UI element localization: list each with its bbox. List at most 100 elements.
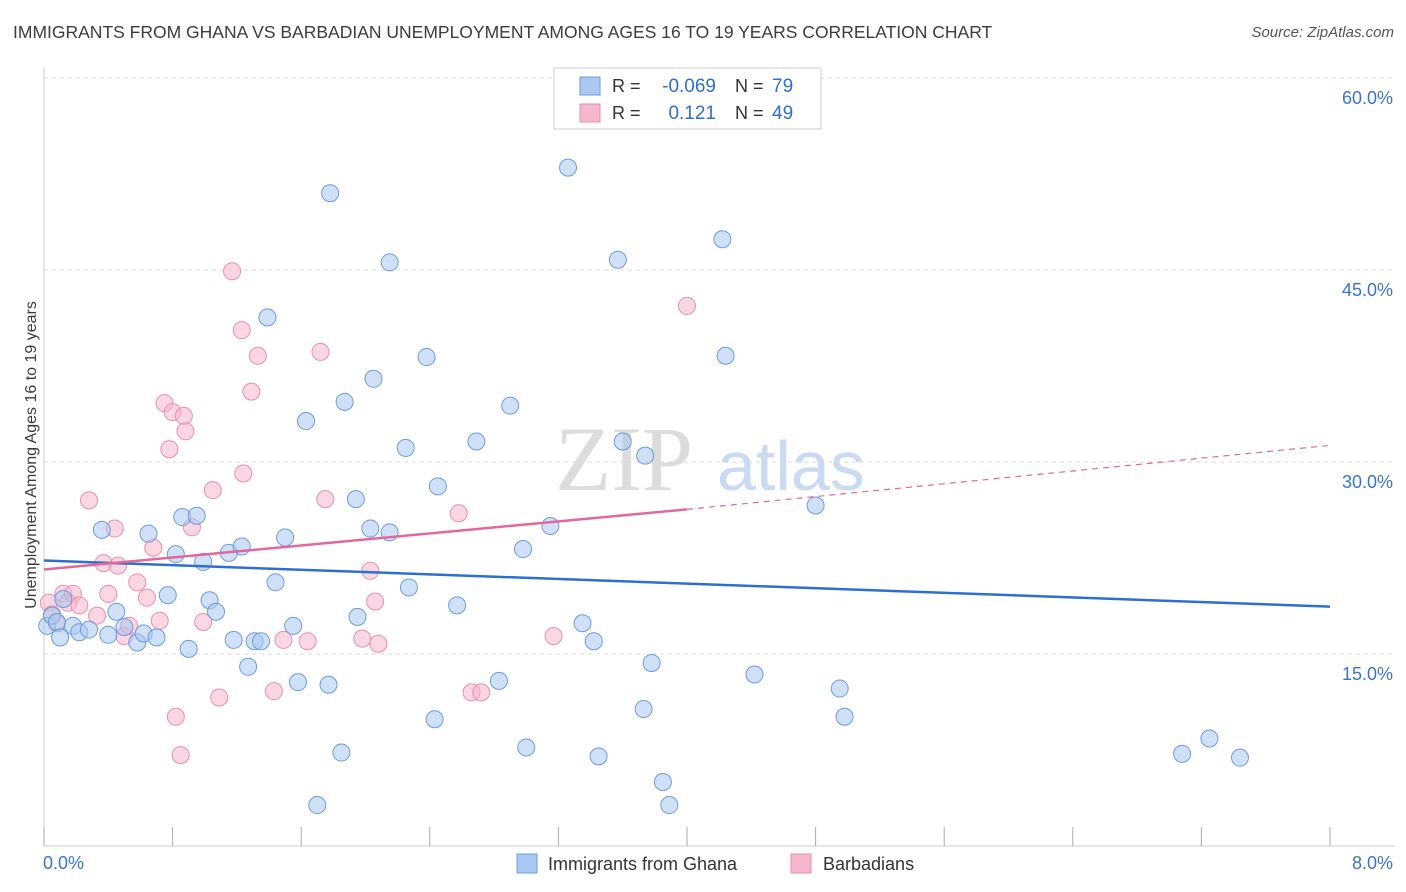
barbadian-point <box>369 634 388 653</box>
watermark: ZIP atlas <box>555 408 865 510</box>
ghana-point <box>830 679 849 698</box>
ghana-point <box>428 477 447 496</box>
ghana-point <box>224 630 243 649</box>
barbadian-point <box>316 490 335 509</box>
ghana-point <box>147 628 166 647</box>
barbadian-point <box>264 682 283 701</box>
ghana-point <box>54 589 73 608</box>
barbadian-point <box>472 683 491 702</box>
ghana-point <box>51 628 70 647</box>
ghana-point <box>348 607 367 626</box>
ghana-point <box>660 796 679 815</box>
ghana-point <box>107 602 126 621</box>
barbadian-point <box>449 504 468 523</box>
ghana-point <box>332 743 351 762</box>
ghana-point <box>589 747 608 766</box>
ghana-point <box>541 517 560 535</box>
ghana-point <box>166 545 185 564</box>
ghana-point <box>467 432 486 451</box>
ghana-point <box>514 540 533 559</box>
chart-title: IMMIGRANTS FROM GHANA VS BARBADIAN UNEMP… <box>13 22 993 42</box>
legend-swatch-barb <box>579 103 601 123</box>
legend-n-value-barb: 49 <box>772 103 793 124</box>
ghana-point <box>642 653 661 672</box>
bottom-legend-label-barb: Barbadians <box>823 854 914 874</box>
ghana-point <box>115 618 134 637</box>
barbadian-point <box>128 573 147 592</box>
ghana-point <box>47 613 66 631</box>
ghana-point <box>207 602 226 621</box>
x-tick-label: 0.0% <box>43 853 84 873</box>
y-tick-label: 45.0% <box>1342 280 1393 300</box>
y-tick-label: 15.0% <box>1342 664 1393 684</box>
watermark-zip: ZIP <box>555 408 693 510</box>
ghana-point <box>239 657 258 676</box>
barbadian-point <box>311 342 330 361</box>
ghana-point <box>252 632 271 651</box>
ghana-point <box>364 369 383 388</box>
legend-n-value-ghana: 79 <box>772 76 793 97</box>
ghana-point <box>158 586 177 605</box>
ghana-point <box>319 675 338 694</box>
legend-r-value-ghana: -0.069 <box>662 76 716 97</box>
series-legend: Immigrants from Ghana Barbadians <box>516 853 914 874</box>
barbadian-point <box>242 382 261 401</box>
ghana-point <box>187 506 206 525</box>
ghana-point <box>559 158 578 177</box>
ghana-point <box>361 519 380 538</box>
barbadian-point <box>678 296 696 315</box>
barbadian-point <box>223 262 242 281</box>
source-label: Source: ZipAtlas.com <box>1251 24 1394 41</box>
ghana-point <box>139 524 158 543</box>
ghana-point <box>1230 748 1249 767</box>
barbadian-point <box>171 746 190 765</box>
ghana-point <box>92 520 111 539</box>
barbadian-point <box>80 491 99 510</box>
x-tick-label: 8.0% <box>1352 853 1393 873</box>
legend-n-label-ghana: N = <box>735 76 764 96</box>
ghana-point <box>448 596 467 615</box>
ghana-point <box>634 700 653 719</box>
barbadian-point <box>174 406 193 425</box>
ghana-point <box>806 496 825 515</box>
ghana-point <box>288 673 307 692</box>
ghana-trendline <box>43 559 1331 608</box>
ghana-point <box>179 639 198 658</box>
ghana-point <box>297 412 316 431</box>
ghana-point <box>284 616 303 635</box>
ghana-point <box>276 528 295 547</box>
y-tick-label: 30.0% <box>1342 472 1393 492</box>
ghana-point <box>99 625 118 644</box>
ghana-point <box>745 665 764 684</box>
barbadian-point <box>274 630 293 649</box>
ghana-point <box>346 490 365 509</box>
trendlines <box>43 444 1331 608</box>
ghana-point <box>584 632 603 651</box>
barbadian-point <box>366 592 385 611</box>
ghana-point <box>425 710 444 729</box>
ghana-point <box>335 392 354 411</box>
bottom-legend-swatch-ghana <box>516 853 538 874</box>
barbadian-point <box>353 629 372 648</box>
ghana-point <box>80 620 99 639</box>
y-tick-label: 60.0% <box>1342 88 1393 108</box>
barbadian-point <box>70 596 89 615</box>
ghana-point <box>417 348 436 367</box>
barbadian-point <box>248 346 267 365</box>
watermark-atlas: atlas <box>717 427 865 505</box>
ghana-point <box>308 796 327 815</box>
barbadian-point <box>88 606 107 625</box>
axis-layer: 15.0% 30.0% 45.0% 60.0% 0.0% 8.0% <box>43 68 1395 873</box>
bottom-legend-swatch-barb <box>790 853 812 874</box>
ghana-point <box>501 396 520 415</box>
ghana-point <box>489 671 508 690</box>
barbadian-point <box>160 440 179 459</box>
barbadian-trendline-extension <box>686 444 1331 510</box>
ghana-point <box>266 573 285 592</box>
ghana-point <box>713 230 732 249</box>
barbadian-point <box>176 422 195 441</box>
legend-r-value-barb: 0.121 <box>668 103 716 124</box>
legend-r-label-barb: R = <box>612 103 641 123</box>
barbadian-point <box>298 632 317 651</box>
